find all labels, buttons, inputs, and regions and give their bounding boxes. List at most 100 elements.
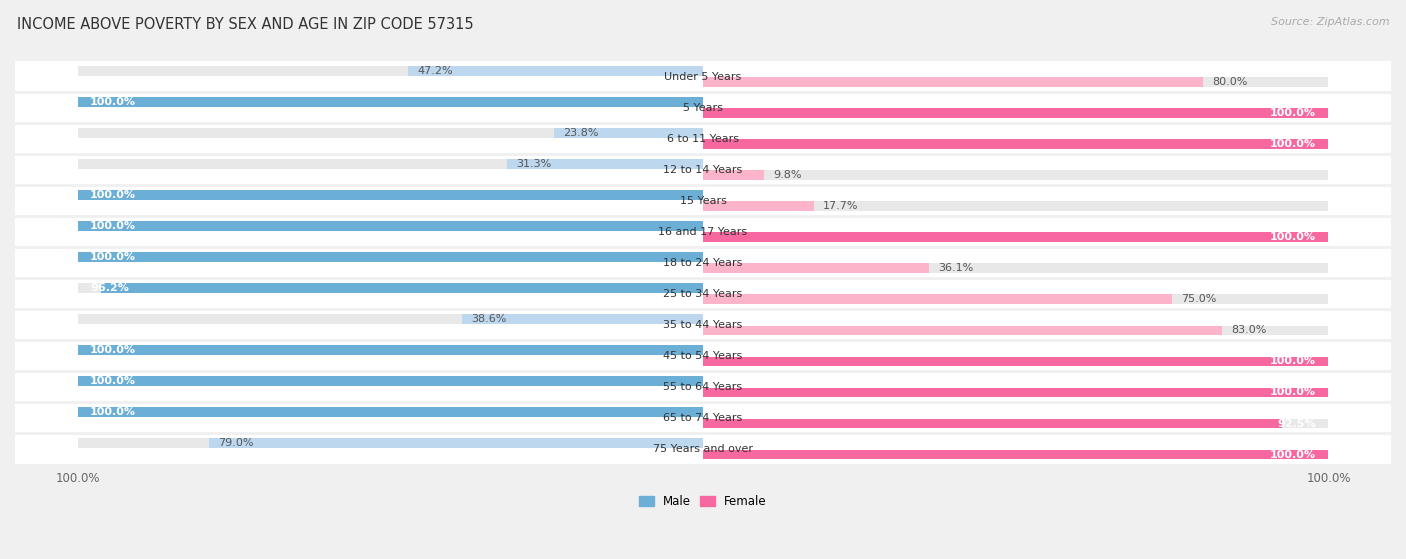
Text: 100.0%: 100.0% [90, 252, 136, 262]
Bar [15, 278, 1391, 309]
Bar [77, 128, 703, 138]
Text: 31.3%: 31.3% [516, 159, 553, 169]
Bar [77, 345, 703, 356]
Bar [15, 371, 1391, 402]
Bar [703, 325, 1329, 335]
Bar [15, 154, 1391, 186]
Text: 65 to 74 Years: 65 to 74 Years [664, 413, 742, 423]
Text: 75 Years and over: 75 Years and over [652, 444, 754, 454]
Legend: Male, Female: Male, Female [634, 490, 772, 513]
Bar [703, 77, 1204, 87]
Text: 100.0%: 100.0% [90, 408, 136, 418]
Bar [77, 221, 703, 231]
Bar [77, 376, 703, 386]
Bar [77, 97, 703, 107]
Text: 100.0%: 100.0% [90, 190, 136, 200]
Text: 75.0%: 75.0% [1181, 295, 1216, 305]
Bar [15, 61, 1391, 92]
Bar [703, 108, 1329, 119]
Text: 100.0%: 100.0% [1270, 233, 1316, 243]
Text: 100.0%: 100.0% [1270, 357, 1316, 367]
Text: 100.0%: 100.0% [90, 376, 136, 386]
Text: 100.0%: 100.0% [1270, 139, 1316, 149]
Bar [703, 263, 1329, 273]
Text: 96.2%: 96.2% [90, 283, 129, 293]
Bar [15, 340, 1391, 371]
Bar [703, 77, 1329, 87]
Bar [77, 345, 703, 356]
Bar [77, 438, 703, 448]
Text: 100.0%: 100.0% [1270, 108, 1316, 119]
Text: 45 to 54 Years: 45 to 54 Years [664, 351, 742, 361]
Bar [77, 252, 703, 262]
Text: 17.7%: 17.7% [823, 201, 859, 211]
Bar [77, 283, 703, 293]
Text: 92.5%: 92.5% [1277, 419, 1316, 429]
Bar [703, 201, 814, 211]
Text: 83.0%: 83.0% [1232, 325, 1267, 335]
Text: Under 5 Years: Under 5 Years [665, 72, 741, 82]
Bar [77, 314, 703, 324]
Bar [703, 325, 1222, 335]
Text: 79.0%: 79.0% [218, 438, 253, 448]
Bar [703, 419, 1329, 428]
Bar [703, 233, 1329, 243]
Bar [703, 139, 1329, 149]
Text: 5 Years: 5 Years [683, 103, 723, 113]
Bar [15, 92, 1391, 124]
Bar [703, 449, 1329, 459]
Bar [15, 216, 1391, 247]
Bar [703, 449, 1329, 459]
Text: 38.6%: 38.6% [471, 314, 506, 324]
Text: Source: ZipAtlas.com: Source: ZipAtlas.com [1271, 17, 1389, 27]
Text: 55 to 64 Years: 55 to 64 Years [664, 382, 742, 392]
Bar [703, 263, 929, 273]
Bar [703, 419, 1281, 428]
Bar [77, 97, 703, 107]
Text: 36.1%: 36.1% [938, 263, 973, 273]
Bar [703, 387, 1329, 397]
Bar [703, 295, 1329, 305]
Text: INCOME ABOVE POVERTY BY SEX AND AGE IN ZIP CODE 57315: INCOME ABOVE POVERTY BY SEX AND AGE IN Z… [17, 17, 474, 32]
Bar [703, 387, 1329, 397]
Text: 100.0%: 100.0% [1270, 387, 1316, 397]
Text: 100.0%: 100.0% [1270, 449, 1316, 459]
Bar [77, 408, 703, 418]
Bar [15, 186, 1391, 216]
Text: 12 to 14 Years: 12 to 14 Years [664, 165, 742, 175]
Text: 15 Years: 15 Years [679, 196, 727, 206]
Bar [703, 233, 1329, 243]
Text: 80.0%: 80.0% [1213, 77, 1249, 87]
Text: 100.0%: 100.0% [90, 221, 136, 231]
Text: 6 to 11 Years: 6 to 11 Years [666, 134, 740, 144]
Bar [77, 408, 703, 418]
Bar [77, 221, 703, 231]
Text: 16 and 17 Years: 16 and 17 Years [658, 227, 748, 237]
Bar [461, 314, 703, 324]
Text: 35 to 44 Years: 35 to 44 Years [664, 320, 742, 330]
Bar [15, 124, 1391, 154]
Bar [77, 190, 703, 200]
Bar [15, 247, 1391, 278]
Text: 100.0%: 100.0% [90, 345, 136, 356]
Bar [703, 170, 765, 181]
Text: 100.0%: 100.0% [90, 97, 136, 107]
Bar [703, 201, 1329, 211]
Bar [703, 108, 1329, 119]
Text: 47.2%: 47.2% [418, 66, 453, 76]
Bar [703, 295, 1173, 305]
Bar [703, 357, 1329, 367]
Bar [508, 159, 703, 169]
Bar [703, 139, 1329, 149]
Bar [554, 128, 703, 138]
Bar [703, 170, 1329, 181]
Bar [77, 190, 703, 200]
Text: 23.8%: 23.8% [564, 128, 599, 138]
Bar [101, 283, 703, 293]
Bar [77, 159, 703, 169]
Bar [703, 357, 1329, 367]
Bar [209, 438, 703, 448]
Bar [408, 66, 703, 76]
Text: 9.8%: 9.8% [773, 170, 803, 181]
Bar [15, 402, 1391, 433]
